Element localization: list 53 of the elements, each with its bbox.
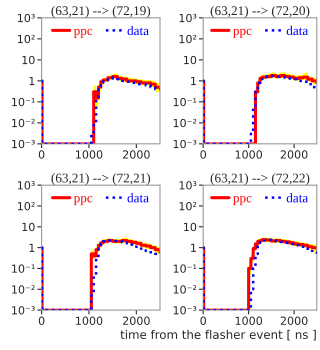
y-tick-label: 10⁻¹ [174,98,196,106]
chart-title: (63,21) --> (72,20) [210,6,310,18]
x-axis-title: time from the flasher event [ ns ] [120,330,316,340]
y-tick-label: 10² [18,34,35,44]
y-tick-label: 10⁻¹ [12,98,35,106]
y-tick-label: 10² [180,202,196,210]
y-tick-label: 1 [191,244,196,252]
text: ppc [233,196,252,206]
x-tick-label: 1000 [236,150,262,159]
x-tick-label: 2000 [122,150,150,159]
text: ppc [233,28,252,38]
legend-label: data [128,193,149,202]
x-tick-label: 0 [200,150,206,159]
y-tick-label: 10² [18,202,35,210]
y-tick-label: 10 [184,222,196,232]
legend-label: data [286,26,308,36]
y-tick-label: 10⁻² [12,118,35,128]
y-tick-label: 1 [30,244,34,252]
legend-label: ppc [74,196,92,206]
y-tick-label: 10⁻¹ [174,264,196,273]
y-tick-label: 10⁻¹ [12,264,35,273]
y-tick-label: 10³ [18,14,35,22]
x-tick-label: 1000 [76,316,102,325]
y-tick-label: 10³ [180,181,196,190]
y-tick-label: 10⁻³ [12,140,35,148]
x-tick-label: 2000 [280,150,308,159]
x-tick-label: 0 [38,150,44,159]
y-tick-label: 10⁻² [12,285,35,294]
y-tick-label: 10 [22,56,35,64]
y-tick-label: 10² [180,34,196,44]
y-tick-label: 10³ [18,181,35,190]
y-tick-label: 1 [191,76,196,86]
x-tick-label: 2000 [122,316,150,325]
x-tick-label: 0 [38,316,44,325]
y-tick-label: 10 [22,222,35,232]
legend-label: ppc [74,28,92,38]
y-tick-label: 10⁻² [174,285,196,294]
x-tick-label: 1000 [236,316,262,325]
y-tick-label: 10⁻² [174,118,196,128]
y-tick-label: 10⁻³ [174,140,196,148]
chart-title: (63,21) --> (72,22) [210,173,310,186]
chart-title: (63,21) --> (72,19) [51,6,150,18]
x-tick-label: 1000 [76,150,102,159]
legend-label: data [286,193,308,202]
chart-title: (63,21) --> (72,21) [51,173,150,186]
y-tick-label: 10⁻³ [12,306,35,314]
x-tick-label: 0 [200,316,206,325]
y-tick-label: 10⁻³ [174,306,196,314]
y-tick-label: 10³ [180,14,196,22]
legend-label: data [128,26,149,36]
x-tick-label: 2000 [280,316,308,325]
y-tick-label: 10 [184,56,196,64]
y-tick-label: 1 [30,76,34,86]
